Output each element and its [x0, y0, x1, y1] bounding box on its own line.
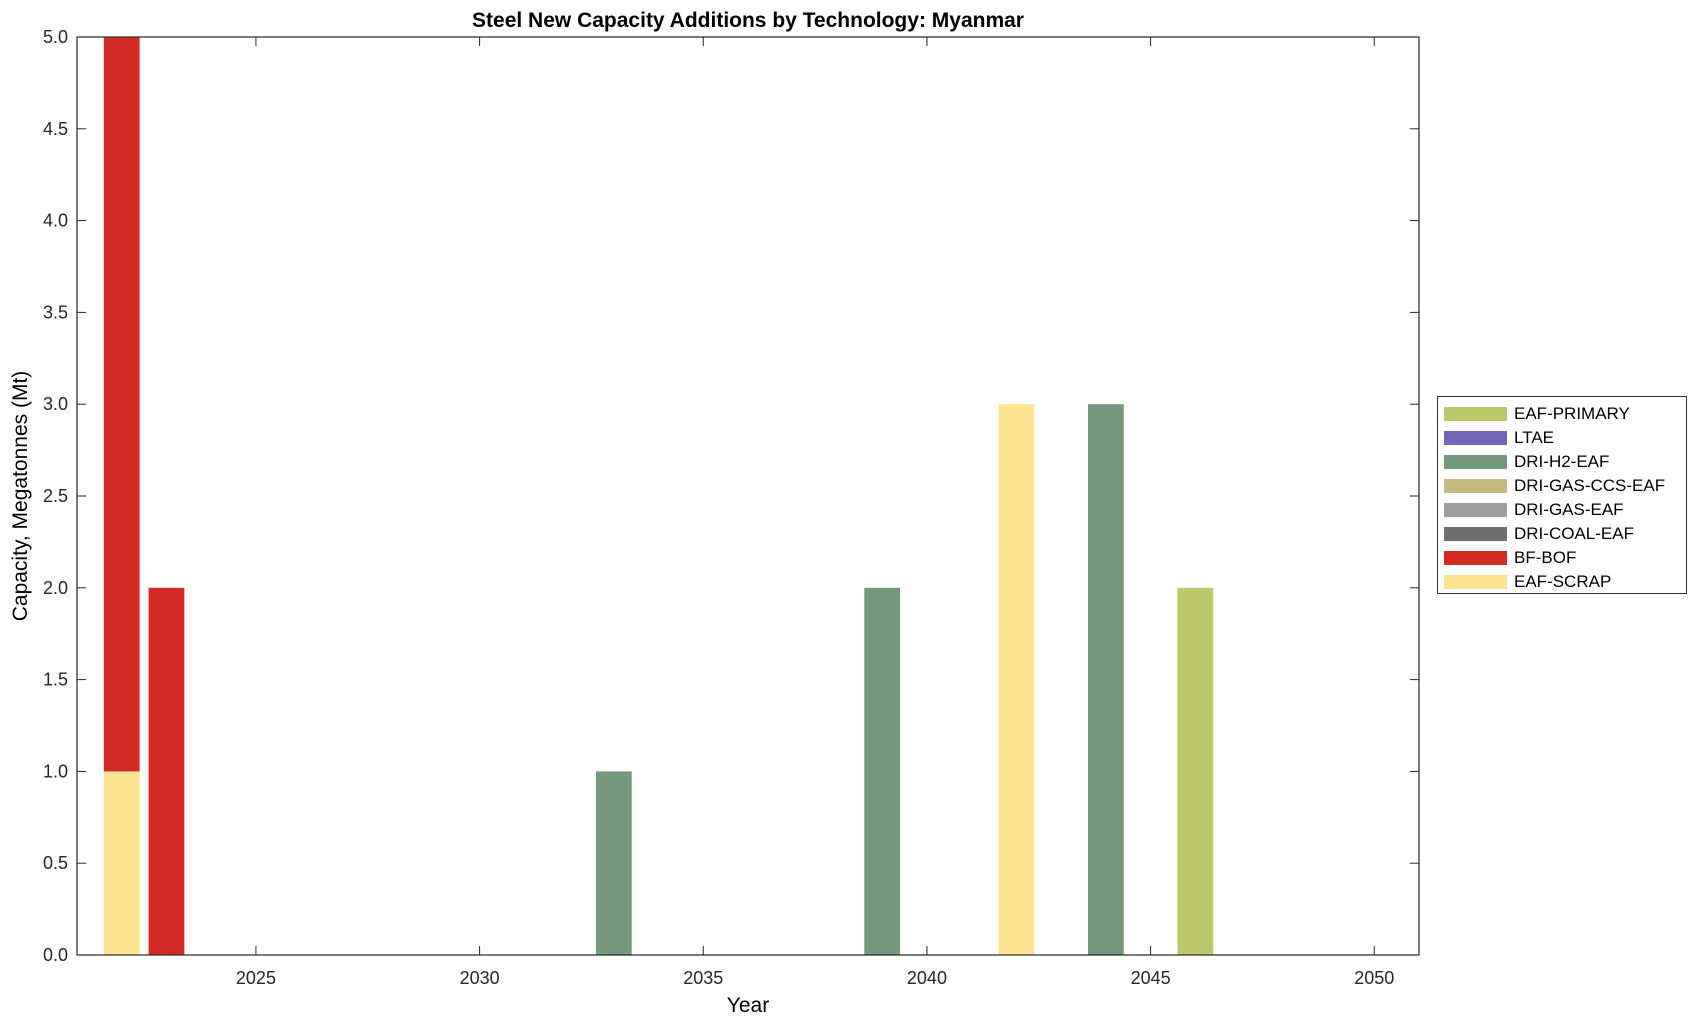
legend-swatch	[1444, 479, 1507, 493]
bar-dri-h2-eaf-2039	[864, 587, 901, 955]
y-tick-label: 3.5	[43, 302, 68, 322]
x-tick-label: 2040	[907, 968, 947, 988]
y-axis-label: Capacity, Megatonnes (Mt)	[9, 371, 32, 622]
x-tick-label: 2050	[1354, 968, 1394, 988]
y-tick-label: 2.0	[43, 578, 68, 598]
bar-eaf-primary-2046	[1177, 587, 1214, 955]
legend-label: DRI-GAS-EAF	[1514, 500, 1624, 519]
legend-item-dri-gas-eaf: DRI-GAS-EAF	[1444, 499, 1624, 521]
y-tick-label: 4.0	[43, 211, 68, 231]
legend-item-dri-coal-eaf: DRI-COAL-EAF	[1444, 523, 1634, 545]
legend-label: BF-BOF	[1514, 548, 1577, 567]
plot-area-frame	[76, 36, 1420, 956]
y-tick-label: 1.0	[43, 761, 68, 781]
legend-swatch	[1444, 527, 1507, 541]
legend-swatch	[1444, 455, 1507, 469]
y-tick-label: 2.5	[43, 486, 68, 506]
bar-dri-h2-eaf-2033	[595, 771, 632, 955]
x-tick-label: 2035	[683, 968, 723, 988]
legend-label: EAF-SCRAP	[1514, 572, 1612, 591]
legend-item-dri-h2-eaf: DRI-H2-EAF	[1444, 451, 1609, 473]
chart-title: Steel New Capacity Additions by Technolo…	[472, 9, 1024, 32]
y-tick-label: 1.5	[43, 670, 68, 690]
bar-bf-bof-2023	[148, 587, 185, 955]
x-tick-label: 2025	[236, 968, 276, 988]
bar-bf-bof-2022	[103, 37, 140, 772]
legend-item-eaf-scrap: EAF-SCRAP	[1444, 571, 1611, 593]
y-tick-label: 3.0	[43, 394, 68, 414]
x-axis-label: Year	[727, 994, 769, 1017]
bars-layer	[103, 37, 1214, 955]
legend-item-ltae: LTAE	[1444, 427, 1554, 449]
legend-swatch	[1444, 431, 1507, 445]
legend-swatch	[1444, 575, 1507, 589]
legend: EAF-PRIMARY LTAE DRI-H2-EAF DRI-GAS-CCS-EAF…	[1437, 396, 1687, 594]
legend-swatch	[1444, 407, 1507, 421]
legend-swatch	[1444, 551, 1507, 565]
y-tick-label: 4.5	[43, 119, 68, 139]
legend-swatch	[1444, 503, 1507, 517]
legend-label: DRI-COAL-EAF	[1514, 524, 1634, 543]
legend-label: EAF-PRIMARY	[1514, 404, 1630, 423]
y-tick-label: 0.5	[43, 853, 68, 873]
legend-item-dri-gas-ccs-eaf: DRI-GAS-CCS-EAF	[1444, 475, 1665, 497]
legend-label: DRI-H2-EAF	[1514, 452, 1610, 471]
x-tick-label: 2045	[1131, 968, 1171, 988]
legend-label: LTAE	[1514, 428, 1554, 447]
legend-label: DRI-GAS-CCS-EAF	[1514, 476, 1666, 495]
ticks-layer: 2025 2030 2035 2040 2045 2050 0.0 0.5 1.0 1.5 2.0 2…	[43, 27, 1419, 988]
bar-dri-h2-eaf-2044	[1087, 404, 1124, 955]
y-tick-label: 5.0	[43, 27, 68, 47]
x-tick-label: 2030	[460, 968, 500, 988]
legend-item-bf-bof: BF-BOF	[1444, 547, 1576, 569]
y-tick-label: 0.0	[43, 945, 68, 965]
bar-eaf-scrap-2042	[998, 404, 1035, 955]
legend-item-eaf-primary: EAF-PRIMARY	[1444, 403, 1630, 425]
bar-eaf-scrap-2022	[103, 771, 140, 955]
